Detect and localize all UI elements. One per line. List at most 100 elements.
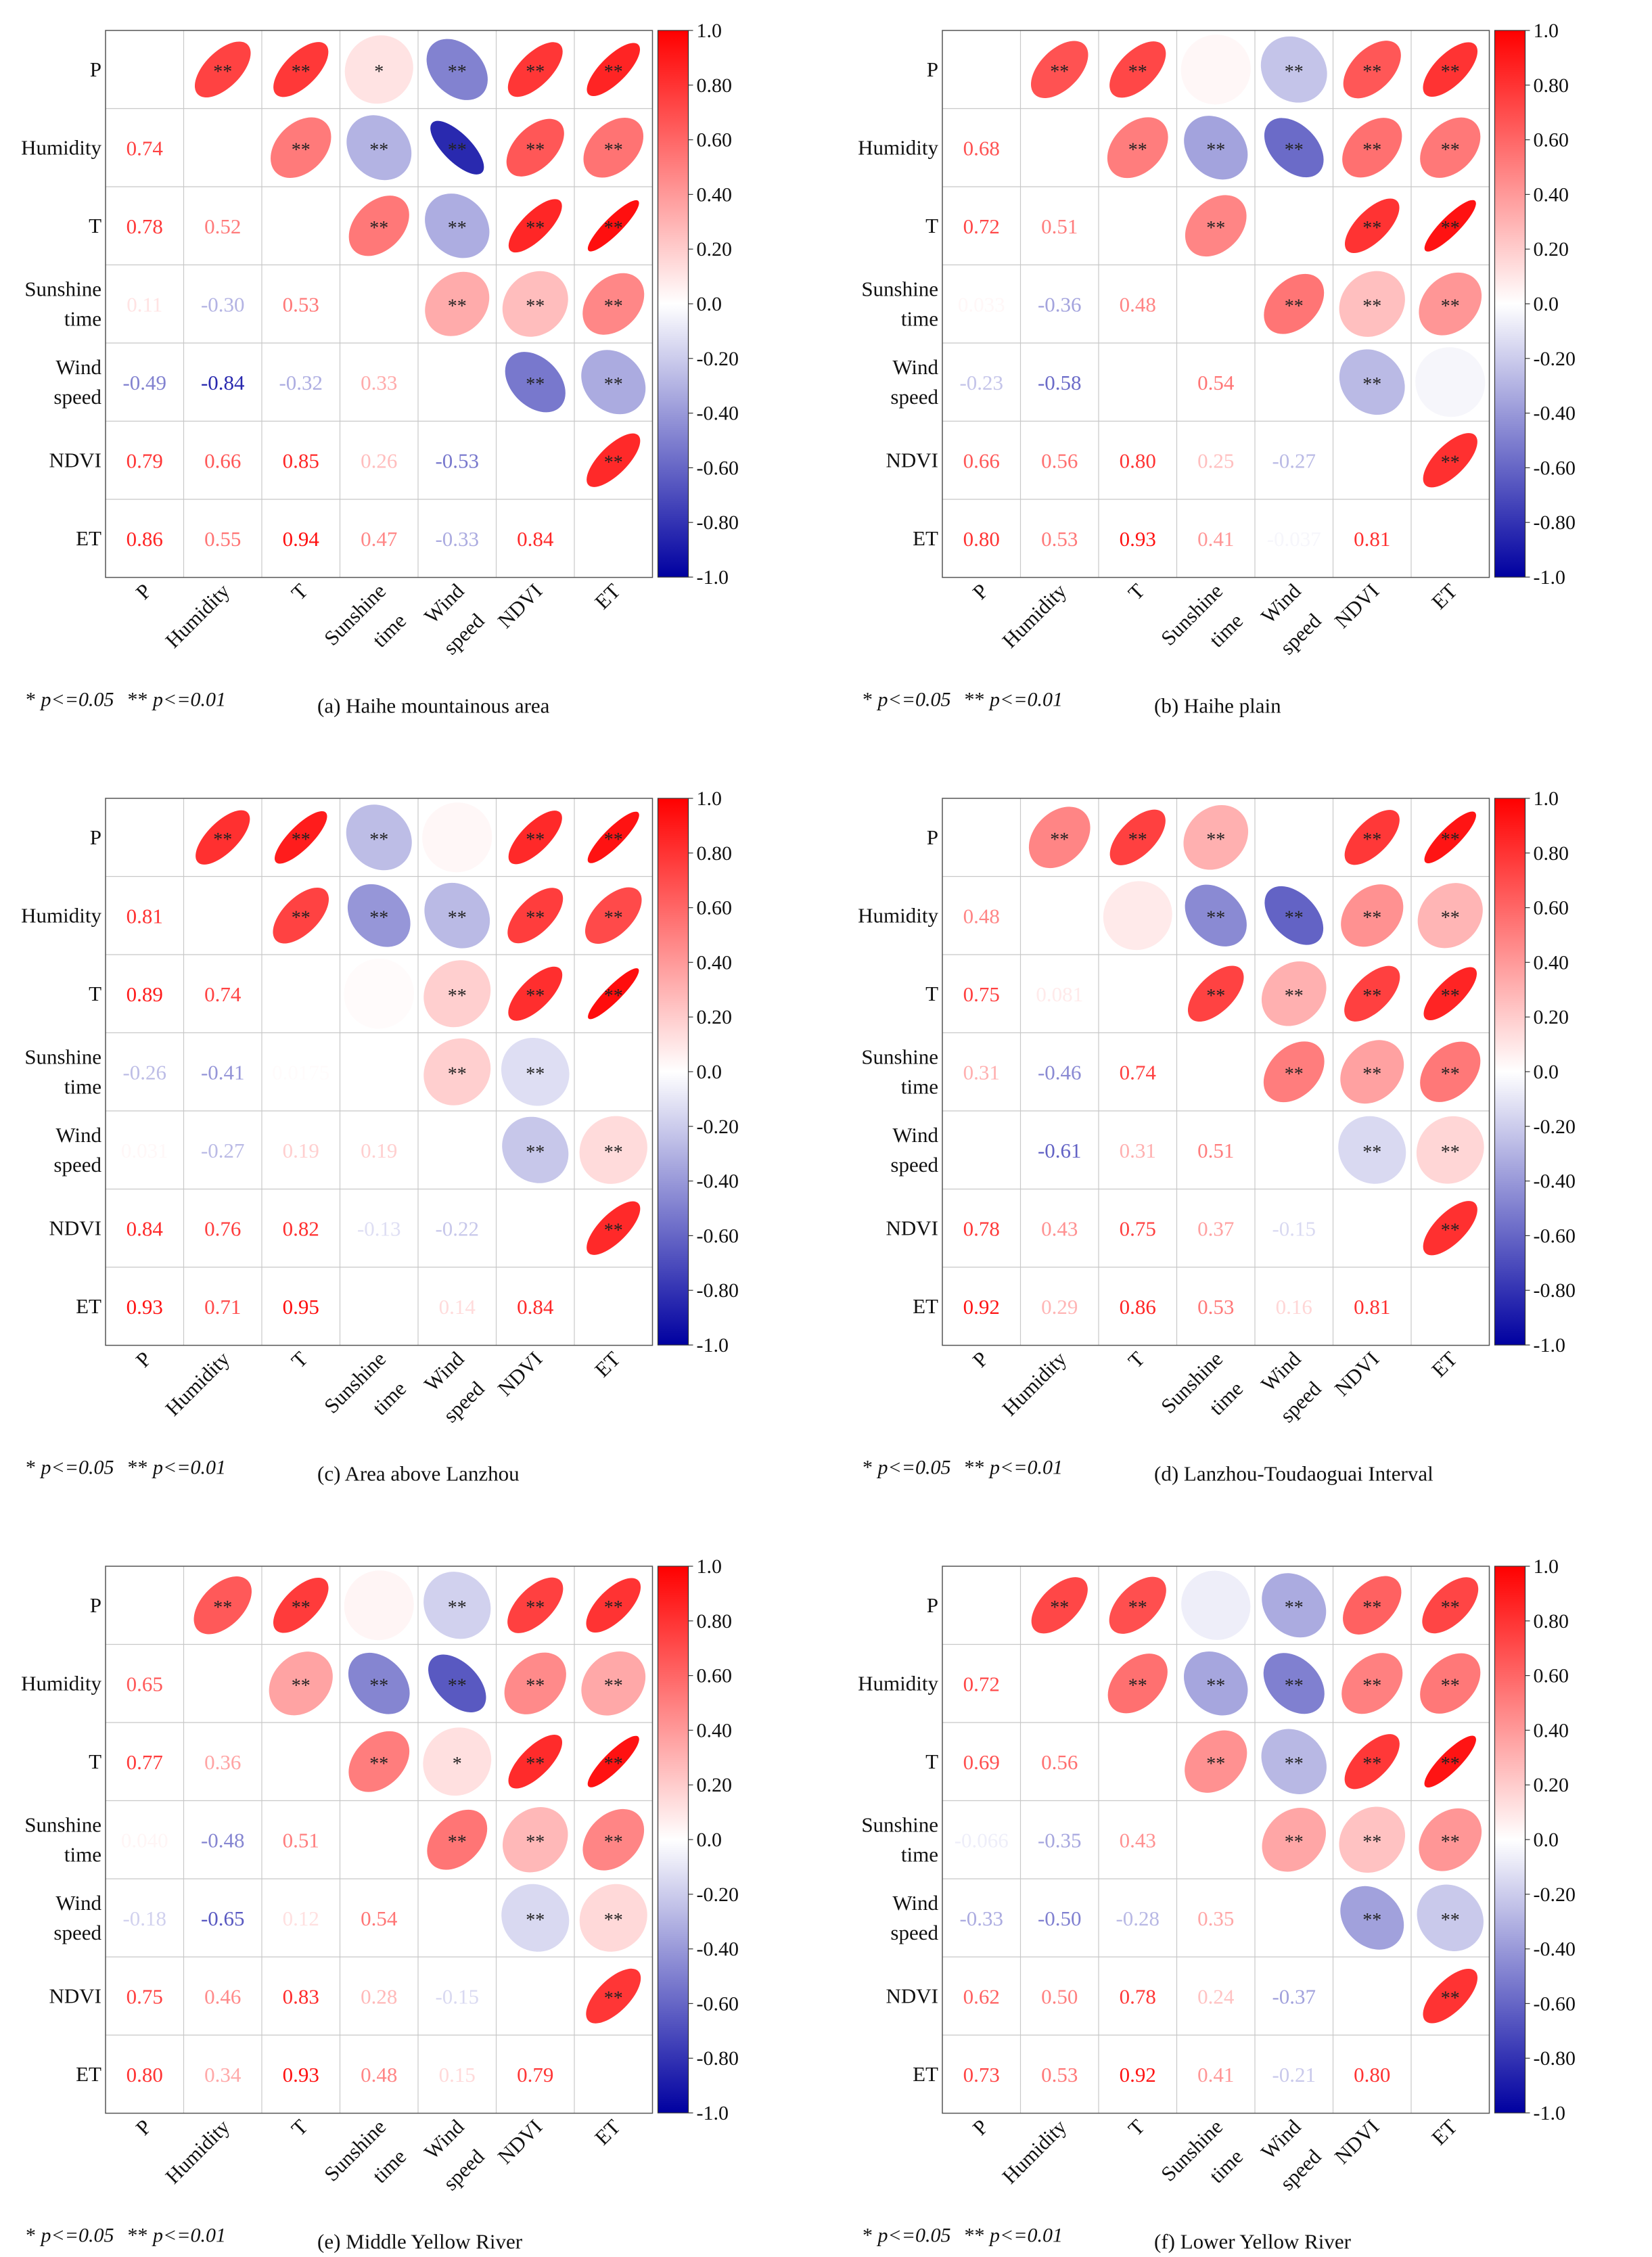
column-label: time (1204, 609, 1247, 652)
significance-marker: ** (526, 1910, 545, 1931)
row-label-line: Sunshine (861, 277, 938, 300)
correlation-ellipse (1344, 810, 1400, 865)
correlation-ellipse (507, 888, 564, 944)
significance-marker: ** (1441, 1064, 1460, 1085)
correlation-ellipse (584, 887, 642, 944)
correlation-value: -0.066 (955, 1828, 1009, 1852)
correlation-value: 0.48 (1120, 292, 1156, 316)
significance-legend: * p<=0.05 ** p<=0.01 (863, 2225, 1063, 2247)
grid-frame (105, 1566, 653, 2114)
panel-title: (b) Haihe plain (1154, 694, 1281, 718)
significance-marker: ** (292, 829, 311, 850)
significance-marker: ** (292, 139, 311, 160)
correlation-ellipse (1261, 1729, 1327, 1794)
colorbar-tick-label: 0.60 (1534, 1665, 1569, 1687)
correlation-ellipse (423, 1038, 491, 1105)
significance-marker: ** (448, 907, 467, 928)
correlation-ellipse (1183, 804, 1249, 870)
legend-one-star: * (863, 689, 878, 711)
significance-marker: ** (1441, 62, 1460, 83)
legend-two-star: ** (128, 2225, 154, 2247)
significance-marker: ** (1441, 1220, 1460, 1241)
legend-two-star: ** (965, 1457, 990, 1479)
row-label-line: time (901, 1842, 938, 1866)
row-label-line: Humidity (21, 903, 101, 927)
correlation-value: 0.79 (127, 449, 163, 472)
correlation-value: -0.15 (1272, 1216, 1316, 1240)
correlation-value: -0.53 (435, 449, 479, 472)
row-label: NDVI (886, 448, 939, 472)
correlation-ellipse (1258, 190, 1329, 261)
correlation-value: 0.79 (517, 2063, 553, 2087)
significance-marker: ** (526, 1597, 545, 1618)
correlation-panel-d: ** ** ** ** ** 0.48 ** ** ** ** 0.75 0.081 ** ** ** ** 0… (858, 788, 1576, 1486)
significance-marker: ** (1206, 829, 1225, 850)
correlation-value: 0.43 (1041, 1216, 1078, 1240)
correlation-ellipse (1420, 117, 1481, 178)
significance-legend: * p<=0.05 ** p<=0.01 (26, 689, 226, 711)
significance-marker: ** (1441, 1831, 1460, 1852)
significance-marker: ** (526, 62, 545, 83)
grid-frame (942, 798, 1490, 1346)
legend-one-star: * (26, 2225, 41, 2247)
correlation-ellipse (508, 199, 562, 253)
significance-marker: ** (526, 1142, 545, 1163)
row-label-line: ET (913, 1294, 938, 1318)
correlation-value: 0.82 (283, 1216, 319, 1240)
correlation-value: -0.28 (1116, 1907, 1160, 1930)
row-label: Wind speed (53, 1123, 101, 1177)
grid-frame (942, 1566, 1490, 2114)
significance-marker: ** (448, 1064, 467, 1085)
correlation-value: -0.41 (201, 1060, 245, 1084)
correlation-ellipse (1184, 116, 1248, 180)
column-label: Humidity (160, 2114, 234, 2188)
row-label-line: Sunshine (24, 1045, 101, 1068)
correlation-value: 0.72 (963, 214, 1000, 238)
correlation-panel-b: ** ** ** ** ** 0.68 ** ** ** ** ** 0.72 0.51 ** ** ** 0.… (858, 20, 1576, 718)
column-label: NDVI (1330, 1347, 1384, 1401)
row-label: Wind speed (890, 1891, 938, 1944)
grid-frame (105, 798, 653, 1346)
correlation-ellipse (501, 1884, 570, 1952)
legend-two-star-text: p<=0.01 (988, 2225, 1063, 2247)
correlation-value: 0.52 (204, 214, 241, 238)
row-label: P (927, 825, 938, 849)
correlation-ellipse (587, 433, 641, 487)
correlation-value: 0.56 (1041, 1750, 1078, 1774)
significance-marker: ** (526, 218, 545, 239)
row-label: Sunshine time (861, 1813, 938, 1866)
row-label: ET (76, 2062, 101, 2086)
row-label: Sunshine time (24, 277, 101, 330)
legend-one-star-text: p<=0.05 (877, 689, 951, 711)
colorbar-tick-label: -0.40 (697, 403, 739, 425)
row-label-line: speed (53, 1921, 101, 1944)
correlation-ellipse (507, 1577, 564, 1633)
panel-title: (d) Lanzhou-Toudaoguai Interval (1154, 1462, 1433, 1486)
row-label: Humidity (21, 135, 101, 159)
colorbar-tick-label: 0.40 (697, 183, 733, 206)
row-label: P (90, 1593, 101, 1617)
significance-marker: ** (292, 62, 311, 83)
correlation-value: 0.35 (1197, 1907, 1234, 1930)
colorbar-tick-label: -0.80 (697, 2047, 739, 2070)
correlation-ellipse (1422, 1577, 1479, 1634)
column-label: time (367, 2145, 411, 2188)
legend-two-star: ** (128, 689, 154, 711)
significance-marker: ** (604, 296, 623, 317)
correlation-value: 0.50 (1041, 1984, 1078, 2008)
significance-marker: ** (1362, 1754, 1381, 1775)
colorbar-tick-label: 0.40 (1534, 951, 1569, 974)
row-label: P (927, 1593, 938, 1617)
colorbar-tick-label: 0.60 (1534, 129, 1569, 152)
correlation-value: 0.53 (283, 292, 319, 316)
correlation-ellipse (348, 1731, 410, 1792)
correlation-ellipse (1416, 1116, 1484, 1184)
correlation-ellipse (1341, 1653, 1403, 1714)
correlation-value: 0.54 (1197, 371, 1235, 394)
correlation-value: 0.14 (439, 1295, 476, 1319)
row-label-line: ET (76, 1294, 101, 1318)
colorbar-tick-label: 0.80 (1534, 842, 1569, 865)
row-label-line: Wind (55, 355, 101, 379)
